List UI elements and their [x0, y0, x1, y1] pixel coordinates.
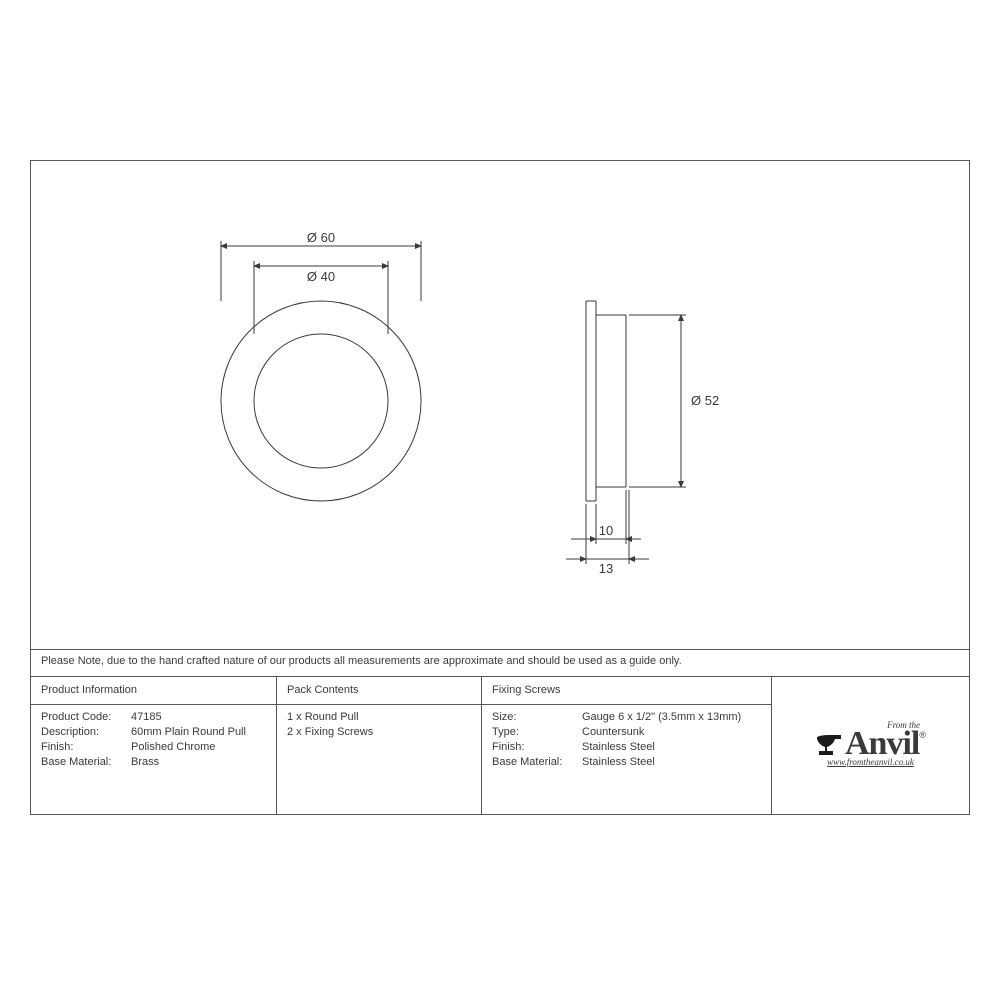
product-base-k: Base Material: [41, 756, 131, 768]
pack-item-1: 1 x Round Pull [287, 711, 359, 723]
pack-contents-col: Pack Contents 1 x Round Pull 2 x Fixing … [277, 677, 482, 814]
technical-drawing-svg: Ø 60 Ø 40 Ø 52 [31, 161, 971, 649]
fixing-finish-v: Stainless Steel [582, 741, 655, 753]
dim-d52: Ø 52 [691, 393, 719, 408]
fixing-base-k: Base Material: [492, 756, 582, 768]
fixing-screws-header: Fixing Screws [482, 683, 771, 705]
product-finish-v: Polished Chrome [131, 741, 215, 753]
note-row: Please Note, due to the hand crafted nat… [31, 649, 969, 677]
fixing-size-v: Gauge 6 x 1/2" (3.5mm x 13mm) [582, 711, 741, 723]
note-text: Please Note, due to the hand crafted nat… [41, 655, 682, 667]
product-info-header: Product Information [31, 683, 276, 705]
fixing-type-k: Type: [492, 726, 582, 738]
dim-w10: 10 [599, 523, 613, 538]
product-code-v: 47185 [131, 711, 162, 723]
anvil-icon [815, 731, 843, 757]
dim-w13: 13 [599, 561, 613, 576]
fixing-finish-k: Finish: [492, 741, 582, 753]
logo-col: From the Anvil® www.fromtheanvil.co.uk [772, 677, 969, 814]
product-base-v: Brass [131, 756, 159, 768]
product-code-k: Product Code: [41, 711, 131, 723]
front-view: Ø 60 Ø 40 [221, 230, 421, 501]
product-desc-k: Description: [41, 726, 131, 738]
fixing-size-k: Size: [492, 711, 582, 723]
pack-item-2: 2 x Fixing Screws [287, 726, 373, 738]
fixing-type-v: Countersunk [582, 726, 644, 738]
dim-d60: Ø 60 [307, 230, 335, 245]
info-row: Product Information Product Code:47185 D… [31, 677, 969, 814]
fixing-screws-col: Fixing Screws Size:Gauge 6 x 1/2" (3.5mm… [482, 677, 772, 814]
logo-reg: ® [919, 730, 926, 740]
product-finish-k: Finish: [41, 741, 131, 753]
product-desc-v: 60mm Plain Round Pull [131, 726, 246, 738]
pack-contents-header: Pack Contents [277, 683, 481, 705]
fixing-base-v: Stainless Steel [582, 756, 655, 768]
drawing-frame: Ø 60 Ø 40 Ø 52 [30, 160, 970, 815]
logo-url: www.fromtheanvil.co.uk [815, 757, 926, 767]
anvil-logo: From the Anvil® www.fromtheanvil.co.uk [815, 720, 926, 767]
side-view: Ø 52 10 13 [566, 301, 719, 576]
drawing-area: Ø 60 Ø 40 Ø 52 [31, 161, 969, 649]
dim-d40: Ø 40 [307, 269, 335, 284]
product-info-col: Product Information Product Code:47185 D… [31, 677, 277, 814]
